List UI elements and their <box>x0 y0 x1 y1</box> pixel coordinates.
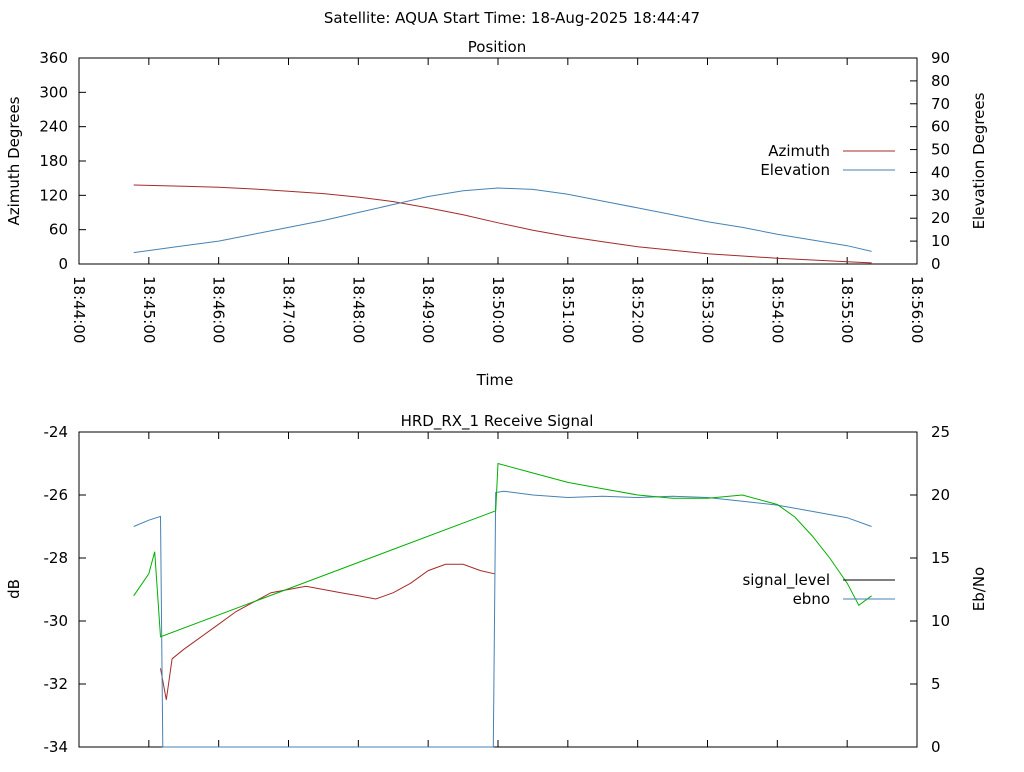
position-y-ticks: 0 60 120 180 240 300 360 <box>39 49 86 273</box>
y2-tick-label: 20 <box>931 486 950 504</box>
y2-tick-label: 80 <box>931 72 950 90</box>
x-tick-label: 18:48:00 <box>349 276 367 343</box>
position-title: Position <box>468 38 526 56</box>
y-tick-label: 360 <box>39 49 68 67</box>
x-tick-label: 18:56:00 <box>908 276 926 343</box>
x-tick-label: 18:44:00 <box>70 276 88 343</box>
x-tick-label: 18:54:00 <box>768 276 786 343</box>
position-y2label: Elevation Degrees <box>970 92 988 229</box>
x-tick-label: 18:55:00 <box>838 276 856 343</box>
signal-x-ticks <box>78 432 918 747</box>
y-tick-label: 0 <box>58 255 68 273</box>
y2-tick-label: 30 <box>931 186 950 204</box>
azimuth-line <box>133 184 872 264</box>
signal-y-ticks: -34 -32 -30 -28 -26 -24 <box>44 423 86 756</box>
signal-level-line <box>160 563 495 700</box>
legend-ebno-label: ebno <box>793 590 830 608</box>
position-chart: Position 0 60 120 180 240 300 360 0 10 20 30 40 50 6… <box>5 38 988 389</box>
signal-legend: signal_level ebno <box>742 571 895 608</box>
signal-ylabel: dB <box>5 579 23 599</box>
legend-elevation-label: Elevation <box>760 161 830 179</box>
legend-azimuth-label: Azimuth <box>768 142 830 160</box>
signal-y2label: Eb/No <box>970 567 988 611</box>
x-tick-label: 18:50:00 <box>489 276 507 343</box>
y2-tick-label: 10 <box>931 232 950 250</box>
signal-title: HRD_RX_1 Receive Signal <box>401 412 594 431</box>
x-tick-label: 18:52:00 <box>629 276 647 343</box>
y2-tick-label: 5 <box>931 675 941 693</box>
y2-tick-label: 40 <box>931 163 950 181</box>
y-tick-label: -32 <box>44 675 69 693</box>
y-tick-label: -30 <box>44 612 69 630</box>
signal-chart: HRD_RX_1 Receive Signal -34-32-30-28-26-… <box>5 412 988 756</box>
x-tick-label: 18:51:00 <box>559 276 577 343</box>
y-tick-label: -28 <box>44 549 69 567</box>
y2-tick-label: 0 <box>931 255 941 273</box>
ebno-line <box>133 490 872 748</box>
signal-y2-ticks: 0 5 10 15 20 25 <box>910 423 950 756</box>
elevation-line <box>133 187 872 254</box>
y2-tick-label: 0 <box>931 738 941 756</box>
x-tick-label: 18:47:00 <box>280 276 298 343</box>
y2-tick-label: 50 <box>931 141 950 159</box>
y-tick-label: -26 <box>44 486 69 504</box>
x-tick-label: 18:46:00 <box>210 276 228 343</box>
x-tick-label: 18:45:00 <box>140 276 158 343</box>
y-tick-label: 180 <box>39 152 68 170</box>
ebno-green-line <box>133 462 872 638</box>
x-tick-label: 18:53:00 <box>699 276 717 343</box>
legend-signal-level-label: signal_level <box>742 571 830 590</box>
y2-tick-label: 15 <box>931 549 950 567</box>
signal-plot-frame <box>78 431 918 748</box>
x-tick-label: 18:49:00 <box>419 276 437 343</box>
y2-tick-label: 60 <box>931 118 950 136</box>
position-xlabel: Time <box>476 371 514 389</box>
position-legend: Azimuth Elevation <box>760 142 895 179</box>
y2-tick-label: 25 <box>931 423 950 441</box>
position-y2-ticks: 0 10 20 30 40 50 60 70 80 90 <box>910 49 950 273</box>
y-tick-label: 60 <box>49 221 68 239</box>
chart-header-title: Satellite: AQUA Start Time: 18-Aug-2025 … <box>324 9 700 27</box>
y2-tick-label: 10 <box>931 612 950 630</box>
y-tick-label: -34 <box>44 738 69 756</box>
position-ylabel: Azimuth Degrees <box>5 96 23 225</box>
y-tick-label: 300 <box>39 83 68 101</box>
y2-tick-label: 20 <box>931 209 950 227</box>
y-tick-label: -24 <box>44 423 69 441</box>
y-tick-label: 240 <box>39 118 68 136</box>
y2-tick-label: 90 <box>931 49 950 67</box>
y-tick-label: 120 <box>39 186 68 204</box>
y2-tick-label: 70 <box>931 95 950 113</box>
position-x-ticks: 18:44:00 18:45:00 18:46:00 18:47:00 18:48:00… <box>70 58 926 343</box>
